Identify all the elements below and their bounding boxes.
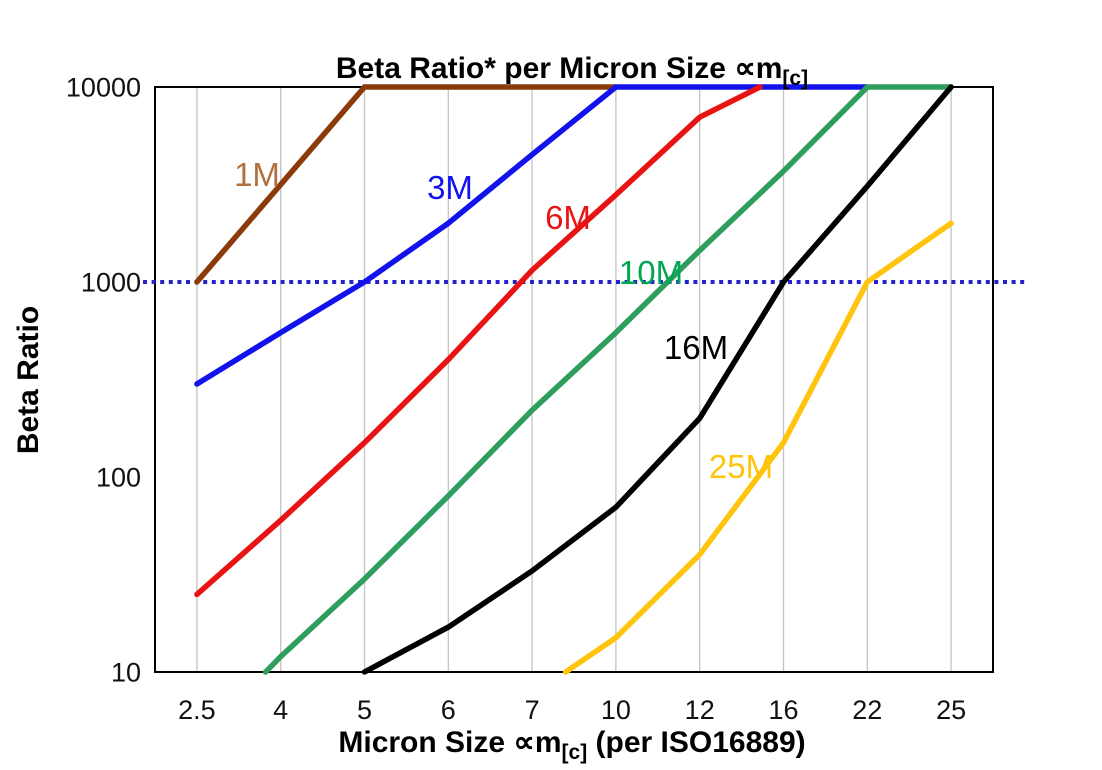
series-label-25M: 25M: [709, 448, 773, 485]
gridlines: [196, 87, 952, 672]
series-labels: 1M 3M 6M 10M 16M 25M: [234, 156, 773, 485]
series-line-6M: [194, 84, 763, 598]
x-tick-label-16: 16: [768, 695, 798, 725]
x-tick-label-22: 22: [852, 695, 882, 725]
x-tick-label-25: 25: [936, 695, 966, 725]
x-tick-label-12: 12: [685, 695, 715, 725]
x-axis-title: Micron Size ∝m[c] (per ISO16889): [338, 726, 805, 764]
series-label-10M: 10M: [619, 254, 683, 291]
chart-title-subscript: [c]: [782, 67, 808, 90]
series-label-16M: 16M: [664, 329, 728, 366]
x-tick-label-6: 6: [441, 695, 456, 725]
x-axis-tick-labels: 2.5 4 5 6 7 10 12 16 22 25: [178, 695, 966, 725]
y-tick-label-10000: 10000: [66, 73, 141, 103]
y-tick-label-1000: 1000: [81, 268, 141, 298]
y-axis-title: Beta Ratio: [12, 306, 45, 454]
x-axis-title-suffix: (per ISO16889): [587, 726, 805, 759]
x-axis-title-main: Micron Size ∝m: [338, 726, 561, 759]
x-tick-label-4: 4: [273, 695, 288, 725]
chart-title: Beta Ratio* per Micron Size ∝m[c]: [336, 52, 808, 90]
x-tick-label-7: 7: [525, 695, 540, 725]
series-label-1M: 1M: [234, 156, 280, 193]
series-line-1M: [194, 84, 619, 285]
chart-title-main: Beta Ratio* per Micron Size ∝m: [336, 52, 783, 85]
series-line-25M: [562, 220, 954, 675]
y-tick-label-10: 10: [111, 658, 141, 688]
x-tick-label-5: 5: [357, 695, 372, 725]
series-line-3M: [194, 84, 871, 387]
x-tick-label-2.5: 2.5: [178, 695, 216, 725]
series-line-10M: [262, 84, 954, 675]
series-label-6M: 6M: [545, 199, 591, 236]
series-lines: [194, 84, 954, 675]
series-line-16M: [361, 84, 954, 675]
series-label-3M: 3M: [427, 169, 473, 206]
y-tick-label-100: 100: [96, 463, 141, 493]
y-axis-tick-labels: 10000 1000 100 10: [66, 73, 141, 688]
x-tick-label-10: 10: [601, 695, 631, 725]
x-axis-title-subscript: [c]: [562, 741, 588, 764]
